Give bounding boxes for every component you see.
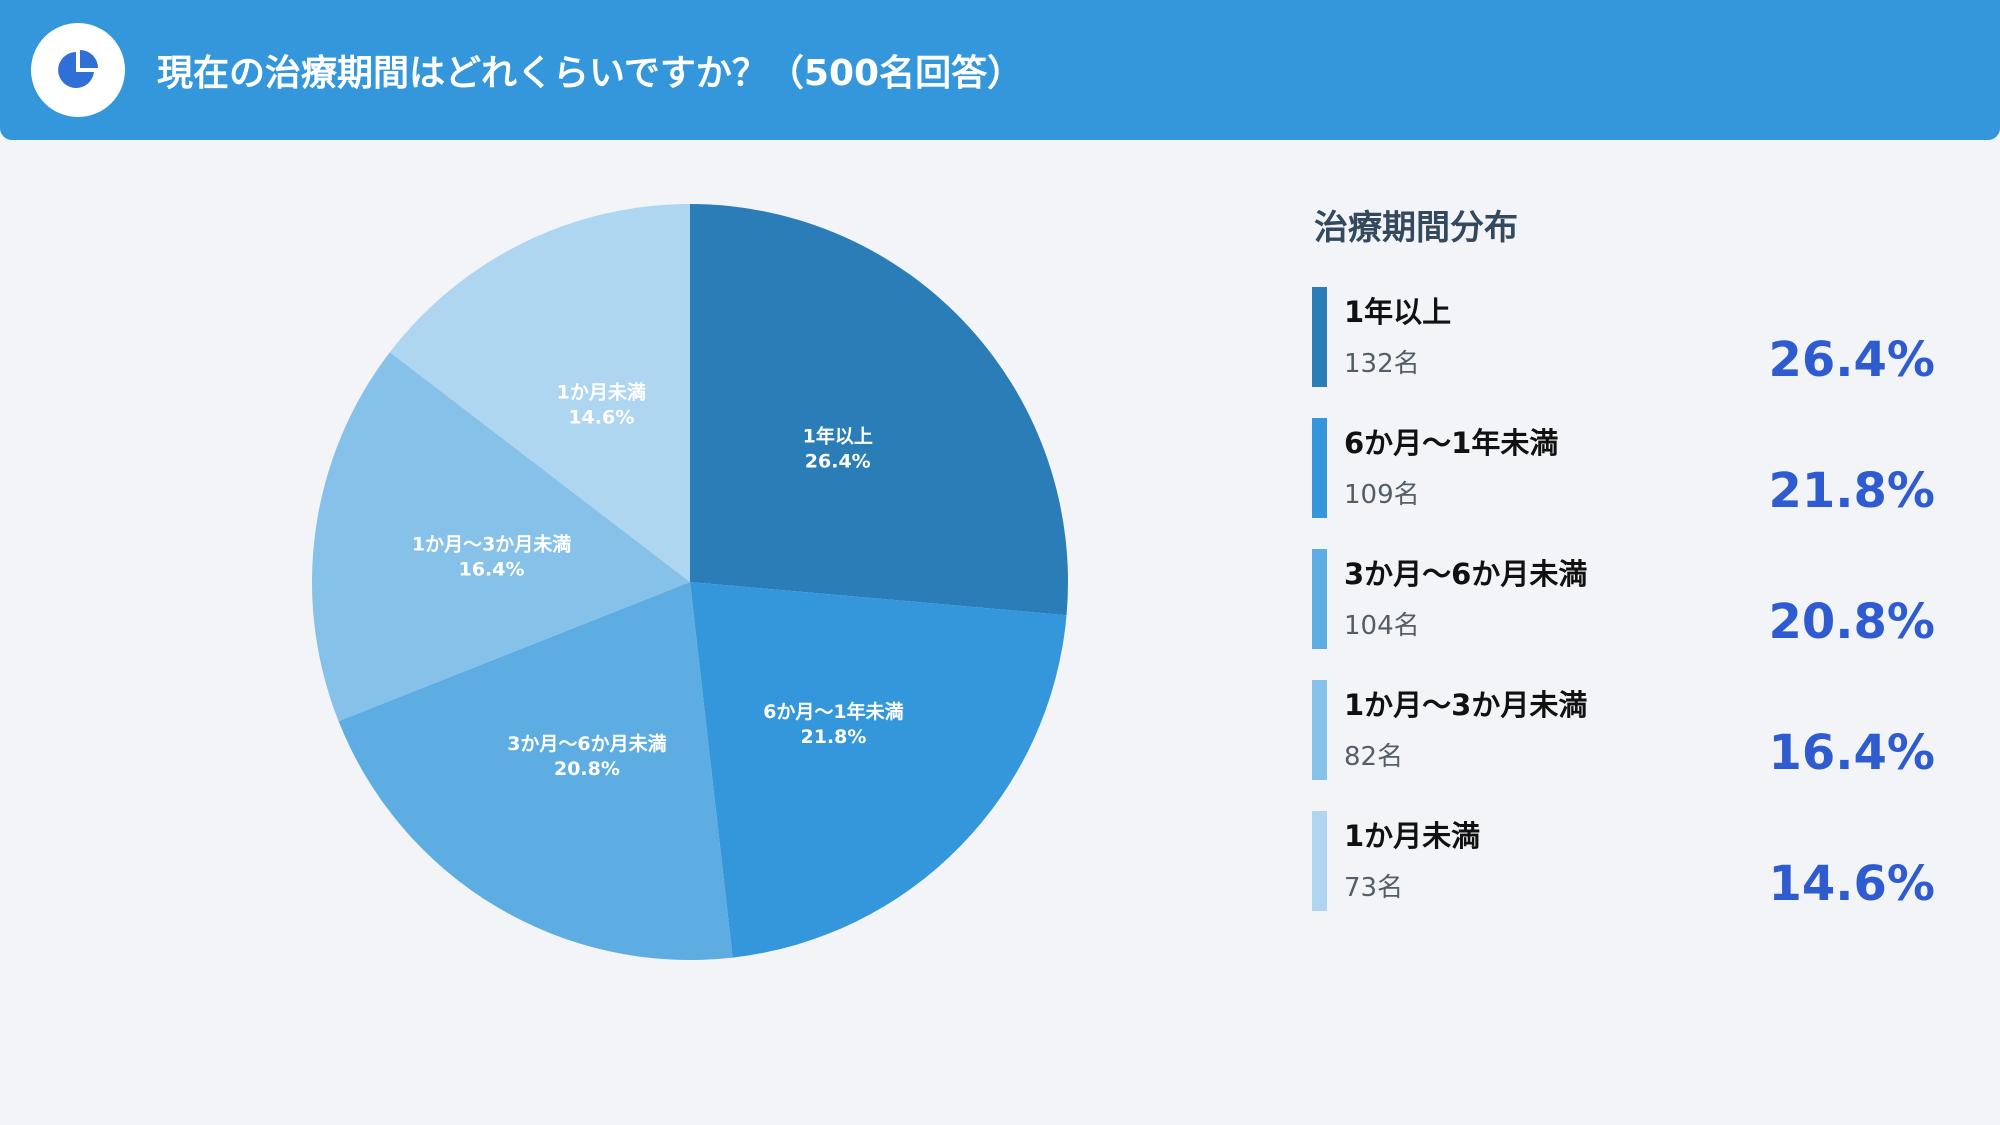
legend: 治療期間分布 1年以上 132名 26.4% 6か月〜1年未満 109名 21.8% 3か月… — [1311, 200, 1951, 942]
legend-label: 3か月〜6か月未満 — [1344, 557, 1588, 591]
legend-swatch — [1312, 811, 1327, 911]
slice-pct-0: 26.4% — [805, 451, 871, 473]
pie-slice-3 — [312, 352, 690, 722]
legend-swatch — [1312, 418, 1327, 518]
slice-label-4: 1か月未満 — [557, 380, 646, 403]
legend-swatch — [1312, 549, 1327, 649]
pie-slice-2 — [338, 582, 733, 961]
legend-percentage: 21.8% — [1768, 463, 1935, 519]
slice-label-2: 3か月〜6か月未満 — [507, 732, 666, 755]
pie-chart-icon — [31, 23, 125, 117]
legend-label: 1年以上 — [1344, 295, 1452, 329]
legend-swatch — [1312, 287, 1327, 387]
header-bar: 現在の治療期間はどれくらいですか？（500名回答） — [0, 0, 2000, 140]
legend-count: 109名 — [1344, 480, 1420, 510]
pie-chart: 1年以上 26.4% 6か月〜1年未満 21.8% 3か月〜6か月未満 20.8% 1か月〜… — [280, 180, 1100, 1000]
pie-slice-4 — [389, 204, 690, 582]
legend-count: 73名 — [1344, 873, 1404, 903]
legend-percentage: 20.8% — [1768, 594, 1935, 650]
legend-label: 1か月未満 — [1344, 819, 1481, 853]
slice-pct-3: 16.4% — [459, 558, 525, 580]
legend-label: 6か月〜1年未満 — [1344, 426, 1559, 460]
legend-item: 1か月〜3か月未満 82名 16.4% — [1311, 680, 1951, 781]
legend-count: 104名 — [1344, 611, 1420, 641]
legend-item: 1か月未満 73名 14.6% — [1311, 811, 1951, 912]
legend-percentage: 26.4% — [1768, 332, 1935, 388]
legend-swatch — [1312, 680, 1327, 780]
slice-label-3: 1か月〜3か月未満 — [412, 532, 571, 555]
slice-pct-1: 21.8% — [800, 726, 866, 748]
slice-pct-4: 14.6% — [568, 406, 634, 428]
legend-count: 82名 — [1344, 742, 1404, 772]
page-title: 現在の治療期間はどれくらいですか？（500名回答） — [157, 53, 1024, 94]
legend-percentage: 14.6% — [1768, 856, 1935, 912]
pie-slice-1 — [690, 582, 1067, 958]
legend-count: 132名 — [1344, 349, 1420, 379]
slice-pct-2: 20.8% — [554, 758, 620, 780]
slice-label-1: 6か月〜1年未満 — [763, 700, 903, 723]
legend-item: 1年以上 132名 26.4% — [1311, 287, 1951, 388]
legend-item: 3か月〜6か月未満 104名 20.8% — [1311, 549, 1951, 650]
legend-percentage: 16.4% — [1768, 725, 1935, 781]
legend-title: 治療期間分布 — [1314, 208, 1518, 248]
legend-label: 1か月〜3か月未満 — [1344, 688, 1588, 722]
slice-label-0: 1年以上 — [803, 425, 873, 448]
legend-item: 6か月〜1年未満 109名 21.8% — [1311, 418, 1951, 519]
pie-slice-0 — [690, 204, 1068, 616]
